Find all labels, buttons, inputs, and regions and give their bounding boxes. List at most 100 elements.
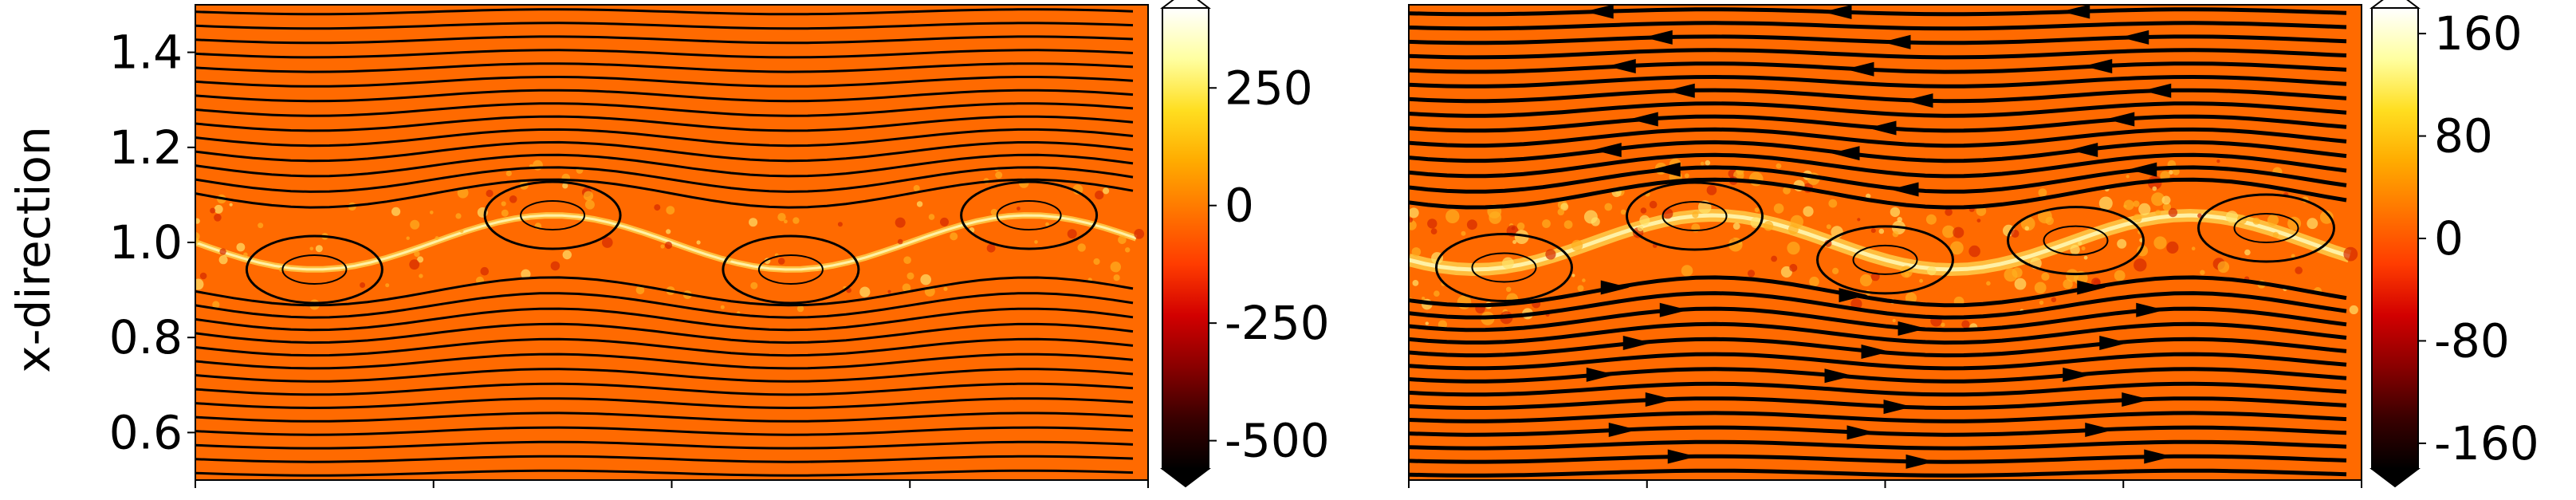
vorticity-speck — [219, 248, 226, 255]
vorticity-speck — [720, 305, 725, 309]
vorticity-speck — [895, 217, 906, 228]
vorticity-speck — [1927, 266, 1937, 276]
vorticity-speck — [903, 256, 911, 265]
vorticity-speck — [666, 206, 675, 215]
eddy-core — [520, 200, 586, 230]
vorticity-speck — [1925, 214, 1937, 225]
eddy-core — [2043, 225, 2109, 256]
vorticity-speck — [1649, 200, 1658, 209]
vorticity-speck — [2066, 269, 2079, 282]
streamline-arrow — [1608, 422, 1638, 437]
vorticity-speck — [1968, 245, 1980, 258]
vorticity-speck — [1409, 220, 1417, 230]
eddy-contour — [2197, 193, 2335, 263]
vorticity-speck — [907, 272, 914, 280]
vorticity-speck — [2151, 192, 2165, 207]
streamline-arrow — [1905, 454, 1935, 469]
vorticity-speck — [1919, 278, 1924, 283]
vorticity-speck — [1732, 222, 1740, 230]
vorticity-speck — [501, 201, 506, 207]
vorticity-speck — [1409, 207, 1419, 219]
vorticity-speck — [1773, 203, 1784, 214]
vorticity-speck — [2117, 238, 2127, 249]
vorticity-speck — [1545, 249, 1556, 260]
colorbar-extend-min — [1160, 468, 1211, 488]
vorticity-speck — [943, 286, 948, 291]
streamline — [195, 382, 1134, 396]
vorticity-speck — [1640, 207, 1647, 214]
vorticity-speck — [1017, 207, 1021, 211]
streamline-arrow — [2069, 143, 2098, 158]
vorticity-speck — [2041, 272, 2050, 281]
vorticity-speck — [195, 218, 200, 224]
streamline — [1409, 468, 2347, 478]
vorticity-speck — [1790, 215, 1803, 229]
streamline — [195, 292, 1134, 319]
streamline — [1409, 88, 2347, 104]
vorticity-speck — [1512, 240, 1517, 244]
vorticity-speck — [309, 246, 314, 251]
streamline-arrow — [1861, 344, 1890, 359]
vorticity-speck — [2083, 255, 2088, 260]
vorticity-speck — [455, 213, 462, 219]
vorticity-speck — [2267, 215, 2279, 226]
vorticity-speck — [2168, 207, 2178, 218]
vorticity-speck — [480, 266, 490, 276]
streamline-arrow — [2122, 392, 2151, 407]
vorticity-speck — [1776, 163, 1782, 169]
vorticity-speck — [666, 229, 671, 234]
vorticity-speck — [1583, 210, 1598, 224]
streamline — [195, 8, 1134, 16]
streamline — [195, 128, 1134, 148]
vorticity-speck — [859, 286, 871, 297]
vorticity-speck — [199, 272, 207, 280]
vorticity-speck — [243, 252, 248, 258]
vorticity-speck — [2172, 167, 2180, 175]
streamline-arrow — [1600, 280, 1630, 295]
streamline-arrow — [1629, 112, 1658, 127]
colorbar-extend-max — [2370, 0, 2421, 9]
vorticity-speck — [1870, 228, 1876, 234]
vorticity-speck — [1771, 255, 1778, 262]
vorticity-speck — [928, 214, 935, 220]
vorticity-speck — [1866, 193, 1871, 199]
vorticity-speck — [1941, 322, 1945, 327]
vorticity-speck — [1466, 219, 1477, 230]
y-tick-label: 1.0 — [109, 215, 183, 270]
vorticity-speck — [986, 243, 996, 253]
streamline — [195, 469, 1134, 477]
vorticity-speck — [1557, 208, 1565, 216]
vorticity-speck — [1412, 280, 1419, 286]
vorticity-speck — [2134, 258, 2147, 272]
vorticity-speck — [2123, 199, 2134, 211]
vorticity-speck — [664, 241, 673, 250]
streamline — [1409, 306, 2347, 333]
vorticity-speck — [784, 219, 788, 224]
colorbar-extend-max — [1160, 0, 1211, 9]
vorticity-speck — [2217, 261, 2230, 274]
streamline — [1409, 140, 2347, 163]
streamline-arrow — [2061, 5, 2090, 19]
colorbar-tick-label: -500 — [1225, 414, 1330, 468]
vorticity-speck — [1754, 207, 1760, 213]
vorticity-speck — [1692, 211, 1699, 219]
vorticity-speck — [212, 301, 220, 309]
vorticity-speck — [1976, 206, 1987, 216]
vorticity-speck — [457, 187, 469, 199]
vorticity-speck — [1976, 219, 1981, 222]
vorticity-speck — [417, 256, 424, 263]
vorticity-speck — [1783, 186, 1791, 195]
vorticity-speck — [1780, 266, 1792, 278]
streamline — [195, 153, 1134, 178]
vorticity-speck — [1563, 220, 1573, 229]
vorticity-speck — [1945, 208, 1953, 216]
streamline-arrow — [2063, 367, 2092, 382]
vorticity-speck — [1422, 297, 1426, 301]
vorticity-speck — [562, 250, 572, 260]
vorticity-speck — [218, 255, 228, 265]
streamline — [1409, 425, 2347, 437]
vorticity-speck — [2038, 188, 2047, 198]
vorticity-speck — [2349, 305, 2358, 315]
streamline-arrow — [1607, 59, 1636, 74]
vorticity-speck — [2078, 241, 2082, 246]
